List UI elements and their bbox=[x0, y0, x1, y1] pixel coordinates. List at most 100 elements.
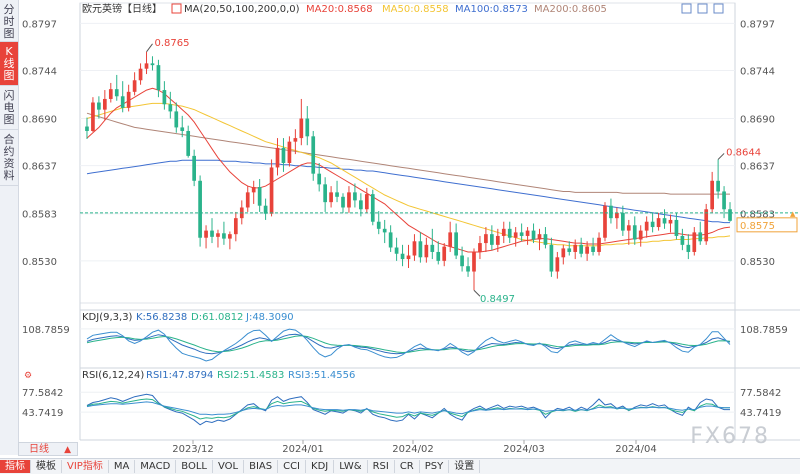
candle-body bbox=[162, 90, 167, 105]
rsi1-value: RSI1:47.8794 bbox=[146, 370, 213, 381]
toolbar-rsi[interactable]: RSI bbox=[368, 460, 395, 473]
recent-high-annotation: 0.8644 bbox=[726, 147, 761, 158]
candle-body bbox=[704, 209, 709, 242]
candle-body bbox=[108, 89, 113, 99]
layout-icon[interactable] bbox=[697, 3, 708, 14]
rsi-tick-right: 43.7419 bbox=[740, 408, 781, 419]
toolbar-kdj[interactable]: KDJ bbox=[306, 460, 335, 473]
toolbar-macd[interactable]: MACD bbox=[135, 460, 177, 473]
candle-body bbox=[156, 65, 161, 91]
candle-body bbox=[484, 234, 488, 244]
rsi-label: RSI(6,12,24) bbox=[82, 370, 144, 381]
ma50-line bbox=[86, 102, 731, 247]
candle-body bbox=[364, 194, 369, 210]
candle-body bbox=[138, 68, 143, 81]
toolbar-vol[interactable]: VOL bbox=[213, 460, 245, 473]
price-tick-left: 0.8744 bbox=[22, 66, 57, 77]
rsi2-value: RSI2:51.4583 bbox=[217, 370, 284, 381]
candle-body bbox=[644, 221, 649, 231]
ma20-value: MA20:0.8568 bbox=[306, 4, 373, 15]
candle-body bbox=[680, 235, 685, 245]
candle-body bbox=[686, 244, 691, 252]
candle-body bbox=[692, 232, 697, 252]
recent-high-marker-line bbox=[717, 153, 725, 160]
ma100-value: MA100:0.8573 bbox=[455, 4, 528, 15]
kdj-k-value: K:56.8238 bbox=[136, 312, 187, 323]
candle-body bbox=[257, 187, 262, 206]
toolbar-ma[interactable]: MA bbox=[109, 460, 136, 473]
toolbar-indicator[interactable]: 指标 bbox=[0, 460, 31, 473]
fullscreen-icon[interactable] bbox=[681, 3, 692, 14]
candle-body bbox=[269, 167, 274, 214]
candle-body bbox=[632, 225, 637, 240]
price-tick-right: 0.8637 bbox=[740, 162, 775, 173]
period-selector[interactable]: 日线 ▲ bbox=[18, 442, 78, 456]
toolbar-template[interactable]: 模板 bbox=[31, 460, 62, 473]
rsi-tick-right: 77.5842 bbox=[740, 388, 781, 399]
candle-body bbox=[299, 118, 304, 139]
tab-timeshare[interactable]: 分时图 bbox=[0, 0, 18, 42]
candle-body bbox=[507, 228, 512, 238]
toolbar-bias[interactable]: BIAS bbox=[244, 460, 279, 473]
candle-body bbox=[537, 234, 542, 240]
kdj-j-value: J:48.3090 bbox=[245, 312, 294, 323]
kdj-d-value: D:61.0812 bbox=[191, 312, 243, 323]
candle-body bbox=[245, 192, 250, 208]
candle-body bbox=[710, 180, 715, 210]
toolbar-lw[interactable]: LW& bbox=[334, 460, 368, 473]
candle-body bbox=[591, 246, 595, 252]
candle-body bbox=[615, 212, 619, 219]
candle-body bbox=[317, 173, 322, 185]
candle-body bbox=[597, 237, 601, 252]
toolbar-cr[interactable]: CR bbox=[395, 460, 420, 473]
toolbar-settings[interactable]: 设置 bbox=[449, 460, 481, 473]
candle-body bbox=[621, 212, 625, 231]
candle-body bbox=[412, 241, 417, 256]
indicator-toolbar: 指标 模板 VIP指标 MA MACD BOLL VOL BIAS CCI KD… bbox=[0, 458, 800, 474]
tab-kline[interactable]: K线图 bbox=[0, 42, 18, 86]
price-tick-right: 0.8530 bbox=[740, 257, 775, 268]
candle-body bbox=[728, 209, 732, 221]
candle-body bbox=[186, 130, 191, 156]
candle-body bbox=[626, 225, 631, 231]
candle-body bbox=[424, 244, 429, 258]
date-tick-label: 2024/03 bbox=[503, 444, 545, 455]
candle-body bbox=[228, 234, 232, 239]
rsi-settings-icon[interactable]: ⚙ bbox=[24, 371, 32, 381]
candle-body bbox=[287, 141, 292, 164]
kline-chart[interactable]: 欧元英镑【日线】 MA(20,50,100,200,0,0) MA20:0.85… bbox=[0, 0, 800, 458]
date-tick-label: 2023/12 bbox=[172, 444, 214, 455]
price-tick-left: 0.8637 bbox=[22, 162, 57, 173]
candle-body bbox=[144, 63, 149, 69]
candle-body bbox=[376, 221, 381, 229]
candle-body bbox=[567, 248, 572, 252]
current-price-label: 0.8575 bbox=[740, 221, 775, 232]
candle-body bbox=[305, 118, 310, 137]
candle-body bbox=[638, 230, 643, 240]
toolbar-cci[interactable]: CCI bbox=[278, 460, 307, 473]
tab-lightning[interactable]: 闪电图 bbox=[0, 86, 18, 130]
symbol-title: 欧元英镑【日线】 bbox=[82, 2, 162, 15]
candle-body bbox=[573, 244, 578, 252]
candle-body bbox=[662, 218, 667, 224]
ma-settings-icon[interactable] bbox=[171, 3, 182, 14]
candle-body bbox=[102, 98, 107, 110]
date-tick-label: 2024/04 bbox=[615, 444, 657, 455]
rsi3-value: RSI3:51.4556 bbox=[288, 370, 355, 381]
candle-body bbox=[448, 232, 453, 247]
settings-icon[interactable] bbox=[713, 3, 724, 14]
candle-body bbox=[585, 246, 589, 254]
candle-body bbox=[579, 244, 584, 254]
candle-body bbox=[210, 230, 214, 237]
toolbar-vip[interactable]: VIP指标 bbox=[62, 460, 109, 473]
toolbar-psy[interactable]: PSY bbox=[420, 460, 450, 473]
price-tick-right: 0.8690 bbox=[740, 115, 775, 126]
candle-body bbox=[222, 233, 226, 239]
tab-contract-info[interactable]: 合约资料 bbox=[0, 130, 18, 186]
candle-body bbox=[430, 244, 435, 252]
toolbar-boll[interactable]: BOLL bbox=[176, 460, 213, 473]
candle-body bbox=[126, 91, 131, 108]
candle-body bbox=[311, 136, 316, 174]
candle-body bbox=[275, 147, 280, 168]
candle-body bbox=[347, 192, 351, 208]
